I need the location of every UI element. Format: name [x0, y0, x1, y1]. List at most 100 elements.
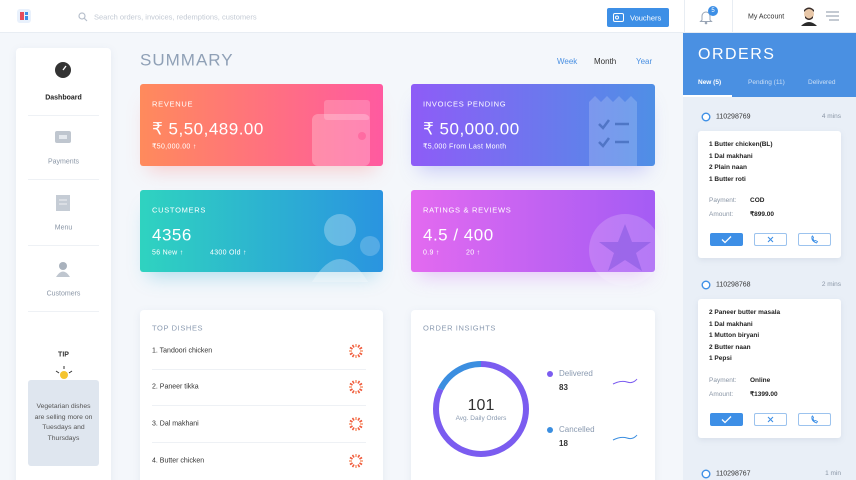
- dish-name: 4. Butter chicken: [152, 457, 205, 465]
- order-item: 1 Pepsi: [709, 354, 732, 362]
- divider: [732, 0, 733, 33]
- summary-card: [140, 190, 383, 272]
- nav-label[interactable]: Payments: [47, 158, 80, 166]
- card-value: ₹ 50,000.00: [423, 119, 520, 139]
- menu-icon[interactable]: [826, 11, 839, 22]
- account-label: My Account: [748, 13, 785, 21]
- orders-tab[interactable]: Delivered: [808, 78, 836, 86]
- vouchers-button[interactable]: [607, 8, 669, 27]
- stat-label: Delivered: [559, 369, 593, 378]
- nav-separator: [28, 245, 99, 246]
- card-title: REVENUE: [152, 99, 194, 109]
- nav-label[interactable]: Customers: [46, 290, 81, 298]
- payment-label: Payment:: [709, 376, 737, 384]
- card-subtext: ₹50,000.00 ↑: [152, 143, 197, 151]
- order-item: 1 Butter roti: [709, 175, 746, 183]
- dish-name: 2. Paneer tikka: [152, 383, 199, 391]
- stat-value: 18: [559, 439, 568, 448]
- order-status-dot: [701, 112, 711, 122]
- top-dishes-panel: [140, 310, 383, 480]
- order-action-button[interactable]: [710, 412, 743, 426]
- period-tab[interactable]: Year: [636, 57, 653, 66]
- search-placeholder: Search orders, invoices, redemptions, cu…: [94, 12, 257, 22]
- nav-icon[interactable]: [54, 194, 72, 212]
- dish-icon: [349, 380, 363, 394]
- order-status-dot: [701, 469, 711, 478]
- payment-label: Payment:: [709, 196, 737, 204]
- notification-badge: [708, 6, 718, 16]
- tip-title: TIP: [58, 351, 69, 359]
- summary-card: [140, 84, 383, 166]
- button-icon: [767, 416, 774, 422]
- tip-text: Vegetarian dishes are selling more on Tu…: [34, 403, 93, 442]
- nav-separator: [28, 115, 99, 116]
- tip-bulb: [55, 366, 73, 379]
- notification-count: 5: [711, 8, 715, 15]
- order-id: 110298769: [716, 113, 751, 121]
- search-icon: [78, 12, 88, 22]
- divider: [684, 0, 685, 33]
- order-action-button[interactable]: [798, 233, 831, 246]
- nav-icon[interactable]: [54, 128, 72, 146]
- stat-sparkline: [612, 378, 638, 385]
- orders-tab[interactable]: Pending (11): [748, 78, 785, 86]
- card-value: ₹ 5,50,489.00: [152, 119, 264, 139]
- dish-separator: [152, 405, 366, 406]
- ring-segment: [433, 361, 529, 457]
- amount-label: Amount:: [709, 390, 734, 398]
- summary-title: SUMMARY: [140, 50, 234, 70]
- period-tab[interactable]: Week: [557, 57, 578, 66]
- panel-title: ORDER INSIGHTS: [423, 323, 496, 333]
- tip-box: [28, 380, 99, 466]
- avg-orders: 101: [467, 397, 495, 414]
- card-subtext: 56 New ↑: [152, 249, 184, 257]
- nav-separator: [28, 311, 99, 312]
- insights-ring: [433, 361, 529, 457]
- order-time: 1 min: [825, 469, 841, 477]
- avatar[interactable]: [800, 6, 818, 26]
- order-id: 110298767: [716, 470, 751, 477]
- orders-header: [683, 33, 856, 97]
- card-title: CUSTOMERS: [152, 205, 207, 215]
- button-icon: [811, 414, 819, 424]
- amount-label: Amount:: [709, 210, 734, 218]
- order-id: 110298768: [716, 281, 751, 289]
- order-item: 1 Mutton biryani: [709, 331, 760, 339]
- orders-title: ORDERS: [698, 46, 776, 63]
- avg-label: Avg. Daily Orders: [455, 414, 507, 422]
- order-item: 2 Paneer butter masala: [709, 308, 781, 316]
- nav-icon[interactable]: [54, 61, 72, 79]
- payment-value: COD: [750, 196, 765, 204]
- nav-label[interactable]: Dashboard: [45, 94, 82, 102]
- card-subtext: 0.9 ↑: [423, 249, 440, 257]
- order-insights-panel: [411, 310, 655, 480]
- stat-label: Cancelled: [559, 425, 595, 434]
- order-action-button[interactable]: [798, 412, 831, 426]
- period-tab[interactable]: Month: [594, 57, 617, 66]
- order-item: 2 Butter naan: [709, 343, 751, 351]
- dish-separator: [152, 442, 366, 443]
- card-value: 4356: [152, 225, 192, 245]
- dish-separator: [152, 369, 366, 370]
- order-action-button[interactable]: [710, 233, 743, 246]
- order-item: 2 Plain naan: [709, 163, 747, 171]
- card-decoration: [589, 96, 637, 166]
- order-time: 4 mins: [821, 112, 841, 120]
- top-bar: [0, 0, 856, 33]
- vouchers-label[interactable]: Vouchers: [630, 12, 662, 22]
- dish-icon: [349, 417, 363, 431]
- panel-title: TOP DISHES: [152, 323, 204, 333]
- button-icon: [811, 235, 819, 244]
- button-icon: [767, 236, 774, 243]
- nav-icon[interactable]: [54, 260, 72, 278]
- order-item: 1 Dal makhani: [709, 320, 753, 328]
- order-time: 2 mins: [821, 280, 841, 288]
- payment-value: Online: [750, 376, 771, 384]
- dish-name: 1. Tandoori chicken: [152, 347, 213, 355]
- active-tab-underline: [683, 95, 732, 97]
- orders-tab[interactable]: New (5): [698, 78, 722, 86]
- button-icon: [721, 415, 732, 423]
- nav-separator: [28, 179, 99, 180]
- nav-label[interactable]: Menu: [54, 224, 73, 232]
